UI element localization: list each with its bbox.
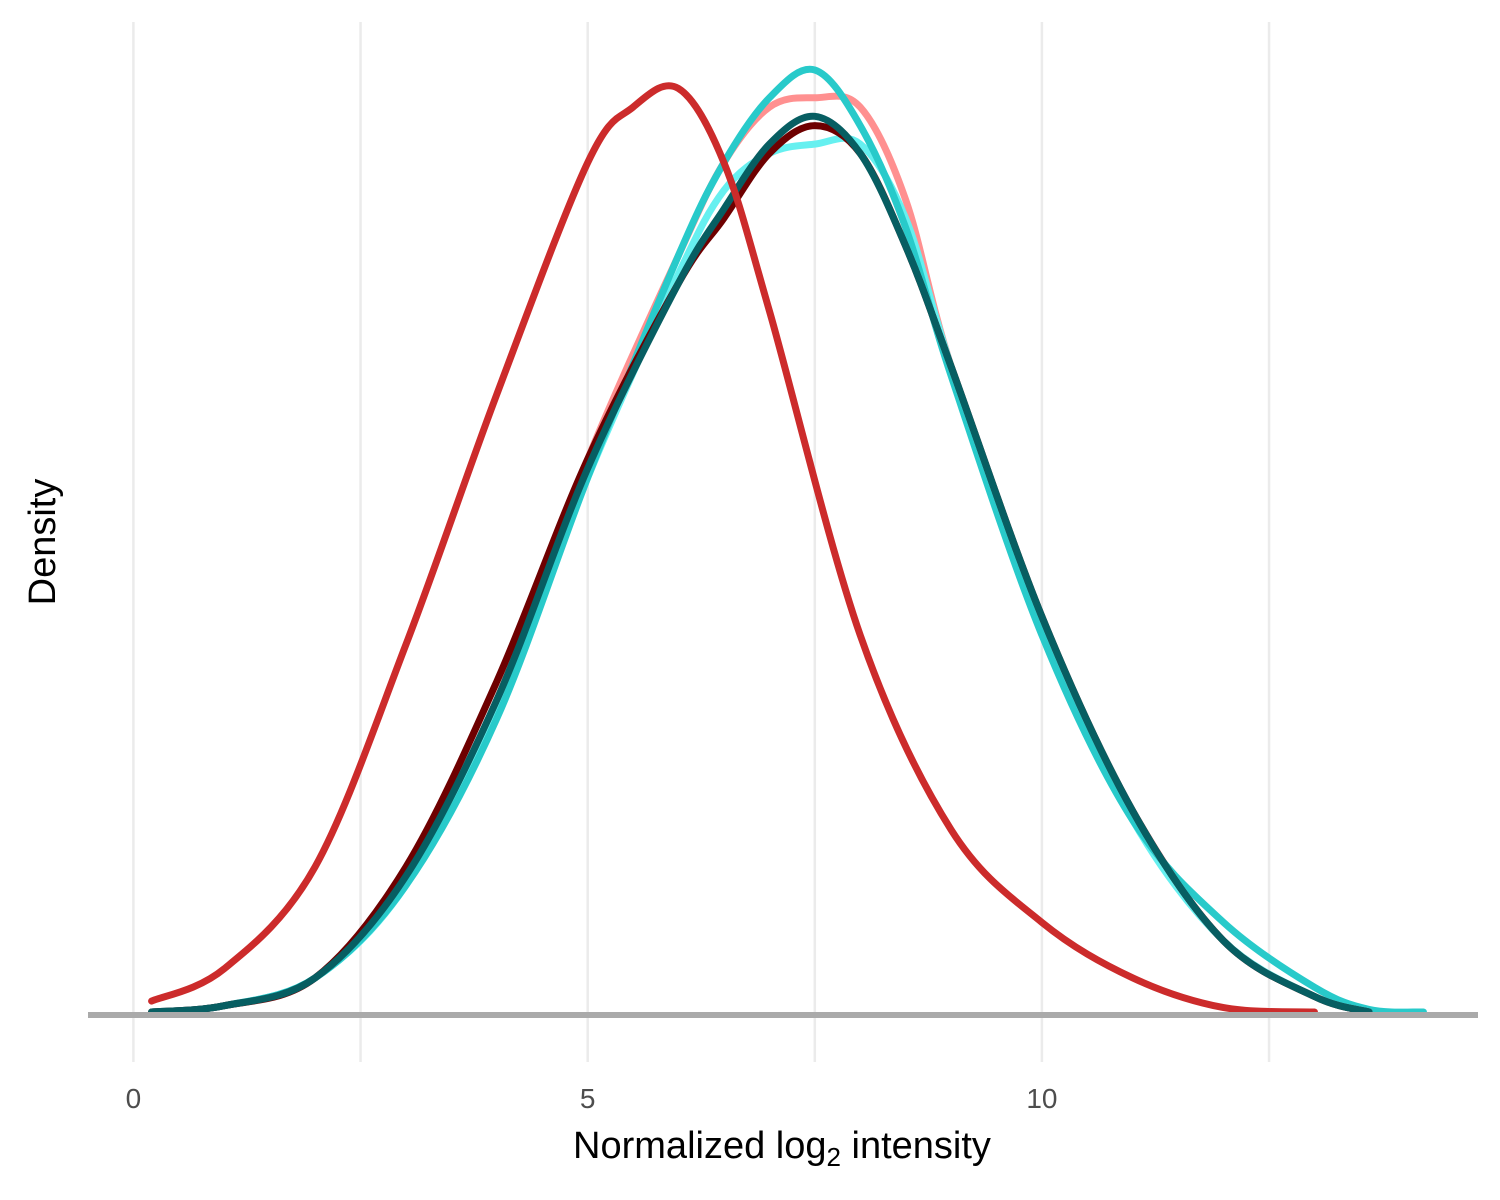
density-curve-1: [148, 92, 1373, 1016]
density-curve-4: [148, 122, 1373, 1016]
x-tick-label-5: 5: [580, 1083, 596, 1114]
x-axis-title-subscript: 2: [827, 1142, 841, 1172]
x-axis-title-tail: intensity: [841, 1125, 991, 1167]
density-curve-5: [148, 112, 1373, 1016]
series-layer: [148, 65, 1427, 1016]
x-axis-title: Normalized log2 intensity: [573, 1125, 991, 1172]
x-tick-label-0: 0: [126, 1083, 142, 1114]
grid-layer: [132, 22, 1271, 1062]
y-axis-title: Density: [22, 479, 64, 606]
density-curve-6: [148, 82, 1318, 1016]
density-curve-3: [148, 65, 1427, 1016]
x-tick-label-10: 10: [1026, 1083, 1057, 1114]
x-tick-labels: 0 5 10: [126, 1083, 1058, 1114]
x-axis-title-main: Normalized log: [573, 1125, 826, 1167]
